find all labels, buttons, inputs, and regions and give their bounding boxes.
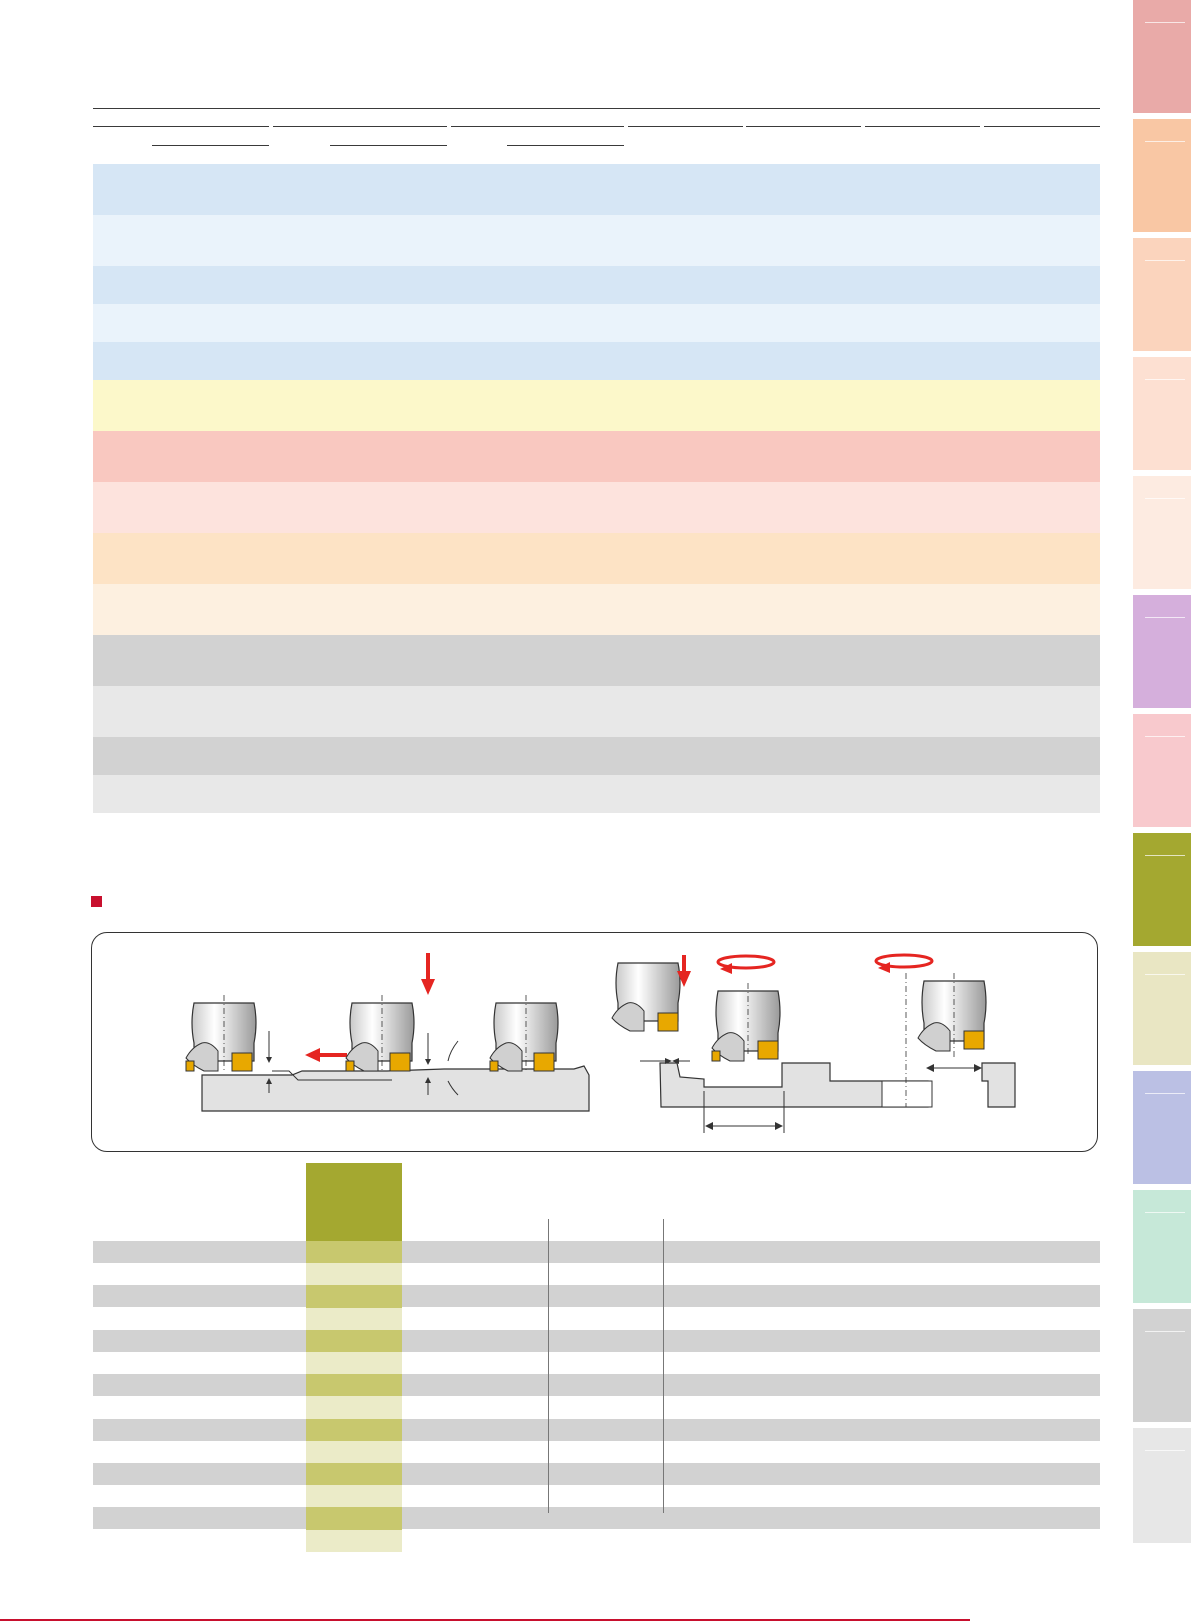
tab-divider-line	[1145, 260, 1185, 261]
lower-table-row	[93, 1285, 1100, 1308]
lower-table-highlight-cell	[306, 1241, 402, 1264]
lower-table-highlight-cell	[306, 1263, 402, 1286]
cutter-6	[917, 973, 987, 1057]
tab-divider-line	[1145, 736, 1185, 737]
upper-table-row	[93, 380, 1100, 431]
tab-divider-line	[1145, 22, 1185, 23]
upper-table-row	[93, 266, 1100, 304]
tab-i[interactable]	[1133, 952, 1191, 1065]
lower-table-divider-1	[548, 1219, 549, 1513]
tab-divider-line	[1145, 141, 1185, 142]
tab-c[interactable]	[1133, 238, 1191, 351]
tab-l[interactable]	[1133, 1309, 1191, 1422]
upper-table-row	[93, 304, 1100, 342]
lower-table-highlight-cell	[306, 1418, 402, 1441]
tab-d[interactable]	[1133, 357, 1191, 470]
lower-table-row	[93, 1418, 1100, 1441]
tab-divider-line	[1145, 1331, 1185, 1332]
upper-table-row	[93, 164, 1100, 215]
upper-table-row	[93, 342, 1100, 380]
tab-divider-line	[1145, 617, 1185, 618]
lower-table-row	[93, 1263, 1100, 1286]
lower-table-row	[93, 1307, 1100, 1330]
tab-k[interactable]	[1133, 1190, 1191, 1303]
tab-divider-line	[1145, 379, 1185, 380]
lower-table-row	[93, 1374, 1100, 1397]
tab-divider-line	[1145, 1093, 1185, 1094]
upper-table-row	[93, 482, 1100, 533]
lower-table-highlight-cell	[306, 1329, 402, 1352]
tab-h[interactable]	[1133, 833, 1191, 946]
tab-j[interactable]	[1133, 1071, 1191, 1184]
lower-table-highlight-cell	[306, 1352, 402, 1375]
workpiece-left	[201, 1065, 590, 1112]
lower-table-highlight-cell	[306, 1463, 402, 1486]
cutter-3	[489, 995, 559, 1072]
section-marker-icon	[91, 896, 102, 907]
lower-table-row	[93, 1396, 1100, 1419]
lower-table-row	[93, 1352, 1100, 1374]
lower-table-highlight-cell	[306, 1529, 402, 1552]
upper-table-row	[93, 686, 1100, 737]
lower-table-highlight-cell	[306, 1307, 402, 1330]
lower-table-row	[93, 1463, 1100, 1485]
tab-divider-line	[1145, 498, 1185, 499]
lower-table-row	[93, 1529, 1100, 1552]
cutter-1	[185, 995, 257, 1072]
tab-divider-line	[1145, 1450, 1185, 1451]
lower-table-row	[93, 1440, 1100, 1463]
cutter-4	[611, 962, 681, 1032]
tab-b[interactable]	[1133, 119, 1191, 232]
lower-table-highlight-cell	[306, 1485, 402, 1508]
lower-table-highlight-cell	[306, 1507, 402, 1530]
lower-table-header-cell	[306, 1163, 402, 1241]
tab-m[interactable]	[1133, 1428, 1191, 1543]
tab-e[interactable]	[1133, 476, 1191, 589]
lower-table-highlight-cell	[306, 1440, 402, 1463]
tab-g[interactable]	[1133, 714, 1191, 827]
footer-rule	[0, 1619, 970, 1621]
cutter-2	[345, 995, 415, 1072]
lower-table-row	[93, 1485, 1100, 1508]
upper-table-row	[93, 533, 1100, 584]
tab-divider-line	[1145, 855, 1185, 856]
lower-table-highlight-cell	[306, 1374, 402, 1397]
upper-table-row	[93, 775, 1100, 813]
tab-f[interactable]	[1133, 595, 1191, 708]
machining-diagram	[185, 953, 1016, 1133]
upper-table-row	[93, 584, 1100, 635]
tab-a[interactable]	[1133, 0, 1191, 113]
upper-table-row	[93, 737, 1100, 775]
machining-diagram-panel	[91, 932, 1098, 1152]
upper-table-row	[93, 431, 1100, 482]
tab-divider-line	[1145, 1212, 1185, 1213]
lower-table-divider-2	[663, 1219, 664, 1513]
lower-table-row	[93, 1241, 1100, 1263]
cutter-5	[711, 983, 781, 1062]
lower-table-highlight-cell	[306, 1285, 402, 1308]
upper-table-row	[93, 215, 1100, 266]
lower-table-row	[93, 1507, 1100, 1530]
lower-table-row	[93, 1329, 1100, 1352]
lower-table-highlight-cell	[306, 1396, 402, 1419]
upper-table-row	[93, 635, 1100, 686]
tab-divider-line	[1145, 974, 1185, 975]
